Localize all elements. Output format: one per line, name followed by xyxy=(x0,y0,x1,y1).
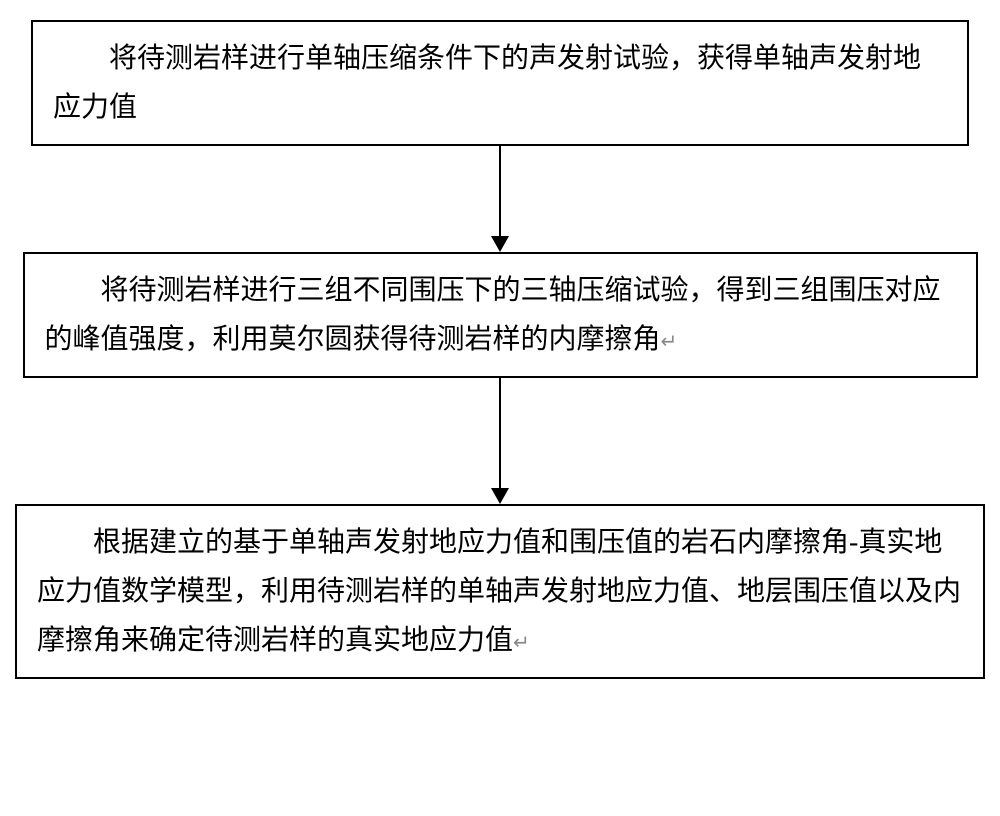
arrow-line xyxy=(499,378,501,488)
arrow-2 xyxy=(491,378,509,504)
return-mark-icon: ↵ xyxy=(513,632,530,654)
flowchart-step-1: 将待测岩样进行单轴压缩条件下的声发射试验，获得单轴声发射地应力值 xyxy=(31,20,969,146)
step-3-text: 根据建立的基于单轴声发射地应力值和围压值的岩石内摩擦角-真实地应力值数学模型，利… xyxy=(37,527,961,656)
flowchart-container: 将待测岩样进行单轴压缩条件下的声发射试验，获得单轴声发射地应力值 将待测岩样进行… xyxy=(0,0,1000,679)
arrow-head-icon xyxy=(491,236,509,252)
flowchart-step-2: 将待测岩样进行三组不同围压下的三轴压缩试验，得到三组围压对应的峰值强度，利用莫尔… xyxy=(23,252,978,378)
step-1-text: 将待测岩样进行单轴压缩条件下的声发射试验，获得单轴声发射地应力值 xyxy=(53,43,921,123)
arrow-line xyxy=(499,146,501,236)
return-mark-icon: ↵ xyxy=(661,331,678,353)
flowchart-step-3: 根据建立的基于单轴声发射地应力值和围压值的岩石内摩擦角-真实地应力值数学模型，利… xyxy=(15,504,985,679)
arrow-1 xyxy=(491,146,509,252)
arrow-head-icon xyxy=(491,488,509,504)
step-2-text: 将待测岩样进行三组不同围压下的三轴压缩试验，得到三组围压对应的峰值强度，利用莫尔… xyxy=(45,275,941,355)
